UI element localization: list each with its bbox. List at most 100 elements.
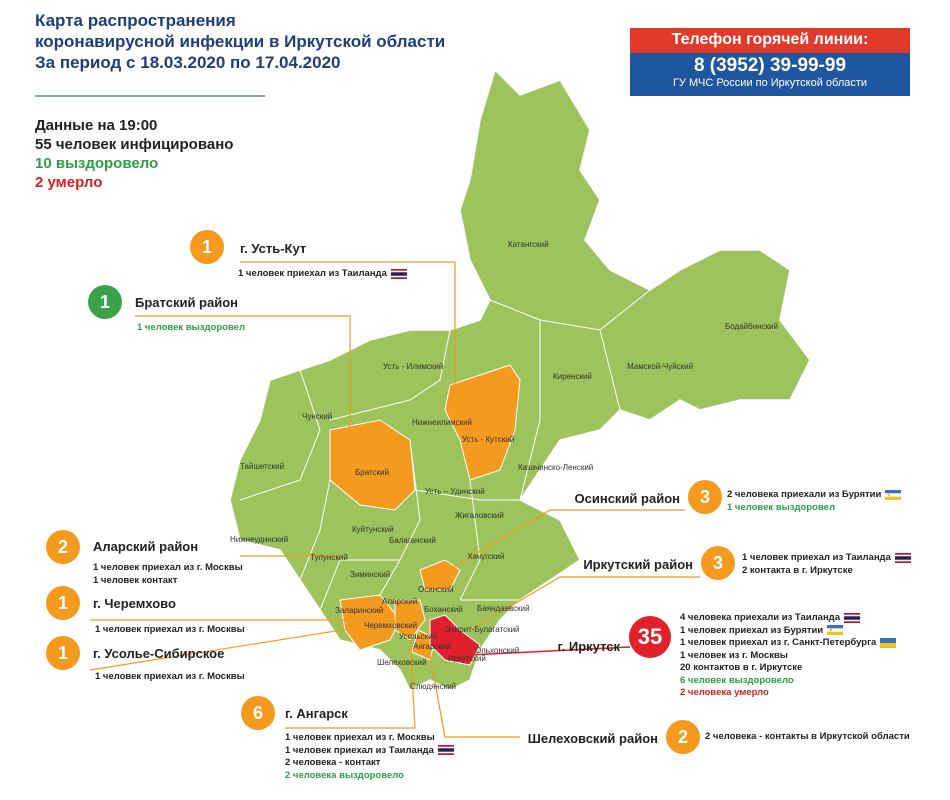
district-label: Казачинско-Ленский: [518, 463, 594, 472]
count-badge: 1: [88, 285, 122, 319]
hotline-org: ГУ МЧС России по Иркутской области: [672, 77, 868, 89]
callout-title: Братский район: [135, 295, 238, 310]
note-text: 1 человек приехал из г. Москвы: [285, 732, 435, 743]
callout-note: 1 человек приехал из г. Москвы: [95, 671, 245, 682]
note-text: 1 человек приехал из Таиланда: [742, 552, 891, 563]
note-text: 1 человек приехал из Таиланда: [285, 744, 434, 756]
title: Карта распространения коронавирусной инф…: [35, 10, 445, 73]
district-label: Братский: [355, 468, 389, 477]
callout-note: 1 человек приехал из Таиланда: [742, 552, 911, 563]
callout-title: г. Иркутск: [557, 639, 620, 654]
callout-note: 1 человек выздоровел: [137, 322, 245, 333]
callout-title: Осинский район: [574, 491, 680, 506]
count-badge: 35: [629, 616, 671, 658]
callout-title: Аларский район: [93, 539, 199, 554]
district-label: Киренский: [553, 372, 592, 381]
district-label: Усть – Удинский: [425, 487, 485, 496]
summary-died: 2 умерло: [35, 174, 103, 191]
callout-note: 2 человека выздоровело: [285, 770, 404, 781]
note-text: 1 человек выздоровел: [137, 322, 245, 333]
flag-buryatia: [885, 489, 902, 500]
callout-note: 2 человека - контакт: [285, 757, 380, 768]
note-text: 6 человек выздоровело: [680, 674, 794, 686]
count-badge: 2: [666, 720, 700, 754]
note-text: 4 человека приехали из Таиланда: [680, 612, 840, 623]
note-text: 2 человека выздоровело: [285, 769, 404, 781]
count-badge: 1: [46, 586, 80, 620]
note-text: 2 человека - контакты в Иркутской област…: [705, 731, 910, 742]
count-badge: 3: [701, 546, 735, 580]
district-label: Слюдянский: [410, 682, 457, 691]
district-label: Шелеховский: [377, 658, 427, 667]
callout-note: 2 человека умерло: [680, 687, 769, 698]
district-label: Нижнеудинский: [230, 535, 289, 544]
flag-thailand: [844, 612, 860, 623]
district-label: Качугский: [468, 552, 505, 561]
district-label: Бодайбинский: [725, 322, 779, 331]
callout-lines: [89, 261, 700, 738]
district-label: Усть - Илимский: [383, 362, 444, 371]
title-line: За период с 18.03.2020 по 17.04.2020: [35, 53, 341, 72]
note-text: 1 человек приехал из Таиланда: [238, 268, 387, 279]
callout-title: г. Черемхово: [93, 596, 176, 611]
callout-note: 1 человек приехал из г. Москвы: [95, 624, 245, 635]
callout-note: 1 человек приехал из Бурятии: [680, 624, 844, 636]
callout-note: 1 человек выздоровел: [727, 502, 835, 513]
note-text: 1 человек из г. Москвы: [680, 649, 788, 661]
district-label: Чунский: [302, 412, 333, 421]
count-badge: 3: [688, 480, 722, 514]
count-badge: 6: [241, 696, 275, 730]
note-text: 1 человек приехал из г. Москвы: [95, 671, 245, 682]
district-label: Жигаловский: [455, 511, 504, 520]
callout-note: 6 человек выздоровело: [680, 675, 794, 686]
title-line: коронавирусной инфекции в Иркутской обла…: [35, 32, 446, 51]
district-label: Осинский: [418, 585, 454, 594]
count-badge: 1: [190, 230, 224, 264]
count-badge: 2: [46, 530, 80, 564]
callout-title: г. Усолье-Сибирское: [93, 646, 225, 661]
bratsk-region: [329, 419, 416, 511]
note-text: 2 человека умерло: [680, 687, 769, 698]
district-label: Иркутский: [448, 654, 486, 663]
summary-recovered: 10 выздоровело: [35, 155, 159, 172]
count-badge: 1: [46, 636, 80, 670]
note-text: 1 человек контакт: [93, 574, 178, 586]
callout-note: 2 контакта в г. Иркутске: [742, 565, 853, 576]
district-label: Куйтунский: [352, 525, 394, 534]
flag-buryatia: [827, 625, 844, 635]
district-label: Нижнеилимский: [412, 418, 473, 427]
shelekhov-region: [411, 629, 436, 661]
district-label: Черемховский: [364, 621, 418, 630]
summary-time: Данные на 19:00: [35, 117, 158, 134]
district-label: Усольский: [399, 632, 438, 641]
callout-title: г. Ангарск: [285, 706, 348, 721]
callout-note: 1 человек приехал из Таиланда: [238, 268, 407, 279]
note-text: 2 контакта в г. Иркутске: [742, 564, 853, 576]
district-label: Катангский: [508, 240, 549, 249]
callout-title: Иркутский район: [583, 557, 693, 572]
note-text: 1 человек приехал из г. Москвы: [95, 624, 245, 635]
note-text: 1 человек приехал из Бурятии: [680, 624, 824, 636]
callout-note: 1 человек из г. Москвы: [680, 650, 788, 661]
hotline-box: [630, 53, 910, 96]
callout-note: 2 человека приехали из Бурятии: [727, 489, 902, 500]
district-label: Заларинский: [335, 606, 384, 615]
district-label: Зиминский: [350, 570, 391, 579]
ust-kut-region: [444, 364, 521, 481]
note-text: 1 человек приехал из г. Санкт-Петербурга: [680, 637, 877, 648]
hotline-phone: 8 (3952) 39-99-99: [693, 55, 847, 76]
district-label: Тайшетский: [240, 462, 285, 471]
district-label: Ангарский: [413, 642, 451, 651]
callout-note: 1 человек приехал из Таиланда: [285, 745, 454, 756]
district-label: Мамской-Чуйский: [627, 362, 694, 371]
callout-note: 1 человек контакт: [93, 575, 177, 586]
summary-infected: 55 человек инфицировано: [35, 136, 234, 153]
district-label: Баяндаевский: [477, 604, 530, 613]
note-text: 20 контактов в г. Иркутске: [680, 662, 803, 673]
flag-thailand: [437, 745, 454, 755]
flag-thailand: [894, 552, 911, 563]
irkutsk-line: [469, 646, 631, 656]
flag-thailand: [390, 268, 407, 279]
district-label: Ольхонский: [475, 646, 520, 655]
